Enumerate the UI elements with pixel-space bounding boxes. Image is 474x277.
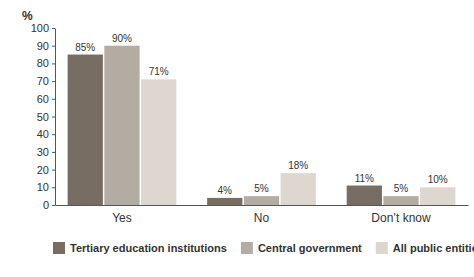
y-tick-label: 80 [37, 57, 49, 69]
x-tick-label: No [254, 211, 270, 225]
y-tick: 40 [37, 128, 55, 140]
y-tick-label: 60 [37, 93, 49, 105]
legend-item: Tertiary education institutions [53, 242, 227, 254]
y-tick-label: 90 [37, 40, 49, 52]
data-label: 18% [288, 160, 308, 171]
chart: 0 10 20 30 40 50 60 70 80 90 100 Yes No Don’t know 85%… [0, 0, 474, 277]
y-tick: 50 [37, 111, 55, 123]
y-tick: 70 [37, 75, 55, 87]
y-tick-mark [52, 117, 55, 118]
y-tick: 30 [37, 146, 55, 158]
x-tick: Yes [112, 205, 132, 225]
y-tick-mark [52, 170, 55, 171]
data-label: 5% [254, 183, 269, 194]
legend-item: Central government [241, 242, 362, 254]
bar [420, 187, 455, 205]
bar [347, 186, 382, 205]
y-axis: 0 10 20 30 40 50 60 70 80 90 100 [31, 22, 56, 211]
bar [281, 173, 316, 205]
data-label: 5% [394, 183, 409, 194]
y-tick-mark [52, 134, 55, 135]
legend-swatch [241, 242, 253, 254]
data-labels: 85% 4% 11% 90% 5% 5% 71% 18% 10% [75, 33, 448, 196]
y-tick-mark [52, 28, 55, 29]
y-tick-mark [52, 99, 55, 100]
y-tick: 60 [37, 93, 55, 105]
bar [207, 198, 242, 205]
y-tick: 20 [37, 164, 55, 176]
bar [141, 79, 176, 205]
data-label: 11% [355, 173, 374, 184]
x-axis: Yes No Don’t know [56, 205, 469, 225]
legend-swatch [53, 242, 65, 254]
y-tick: 80 [37, 57, 55, 69]
x-tick: No [254, 205, 270, 225]
bar [244, 196, 279, 205]
data-label: 4% [218, 185, 233, 196]
y-axis-title: % [22, 9, 33, 23]
legend-swatch [376, 242, 388, 254]
data-label: 10% [428, 174, 448, 185]
y-tick-mark [52, 187, 55, 188]
y-tick: 90 [37, 40, 55, 52]
y-tick-label: 0 [43, 199, 49, 211]
bar [68, 55, 103, 205]
x-tick-label: Yes [112, 211, 132, 225]
y-tick-mark [52, 152, 55, 153]
y-tick-label: 40 [37, 128, 49, 140]
y-tick-label: 50 [37, 111, 49, 123]
bars [68, 46, 456, 205]
y-tick-label: 100 [31, 22, 49, 34]
x-tick: Don’t know [371, 205, 431, 225]
y-tick-mark [52, 46, 55, 47]
y-tick-label: 30 [37, 146, 49, 158]
y-axis-line [55, 29, 56, 206]
bar [104, 46, 139, 205]
y-tick-label: 70 [37, 75, 49, 87]
y-tick-mark [52, 81, 55, 82]
bar [383, 196, 418, 205]
data-label: 85% [75, 42, 95, 53]
legend-label: All public entities [393, 242, 474, 254]
data-label: 90% [112, 33, 132, 44]
legend-label: Central government [258, 242, 362, 254]
y-tick-label: 20 [37, 164, 49, 176]
plot: 0 10 20 30 40 50 60 70 80 90 100 Yes No Don’t know 85%… [31, 22, 469, 225]
x-axis-line [56, 205, 469, 206]
legend-label: Tertiary education institutions [70, 242, 227, 254]
y-tick: 10 [37, 181, 55, 193]
x-tick-label: Don’t know [371, 211, 431, 225]
legend: Tertiary education institutions Central g… [53, 242, 474, 254]
y-tick-mark [52, 63, 55, 64]
y-tick-mark [52, 205, 55, 206]
legend-item: All public entities [376, 242, 474, 254]
y-tick: 0 [43, 199, 55, 211]
y-tick-label: 10 [37, 181, 49, 193]
data-label: 71% [149, 66, 169, 77]
y-tick: 100 [31, 22, 55, 34]
